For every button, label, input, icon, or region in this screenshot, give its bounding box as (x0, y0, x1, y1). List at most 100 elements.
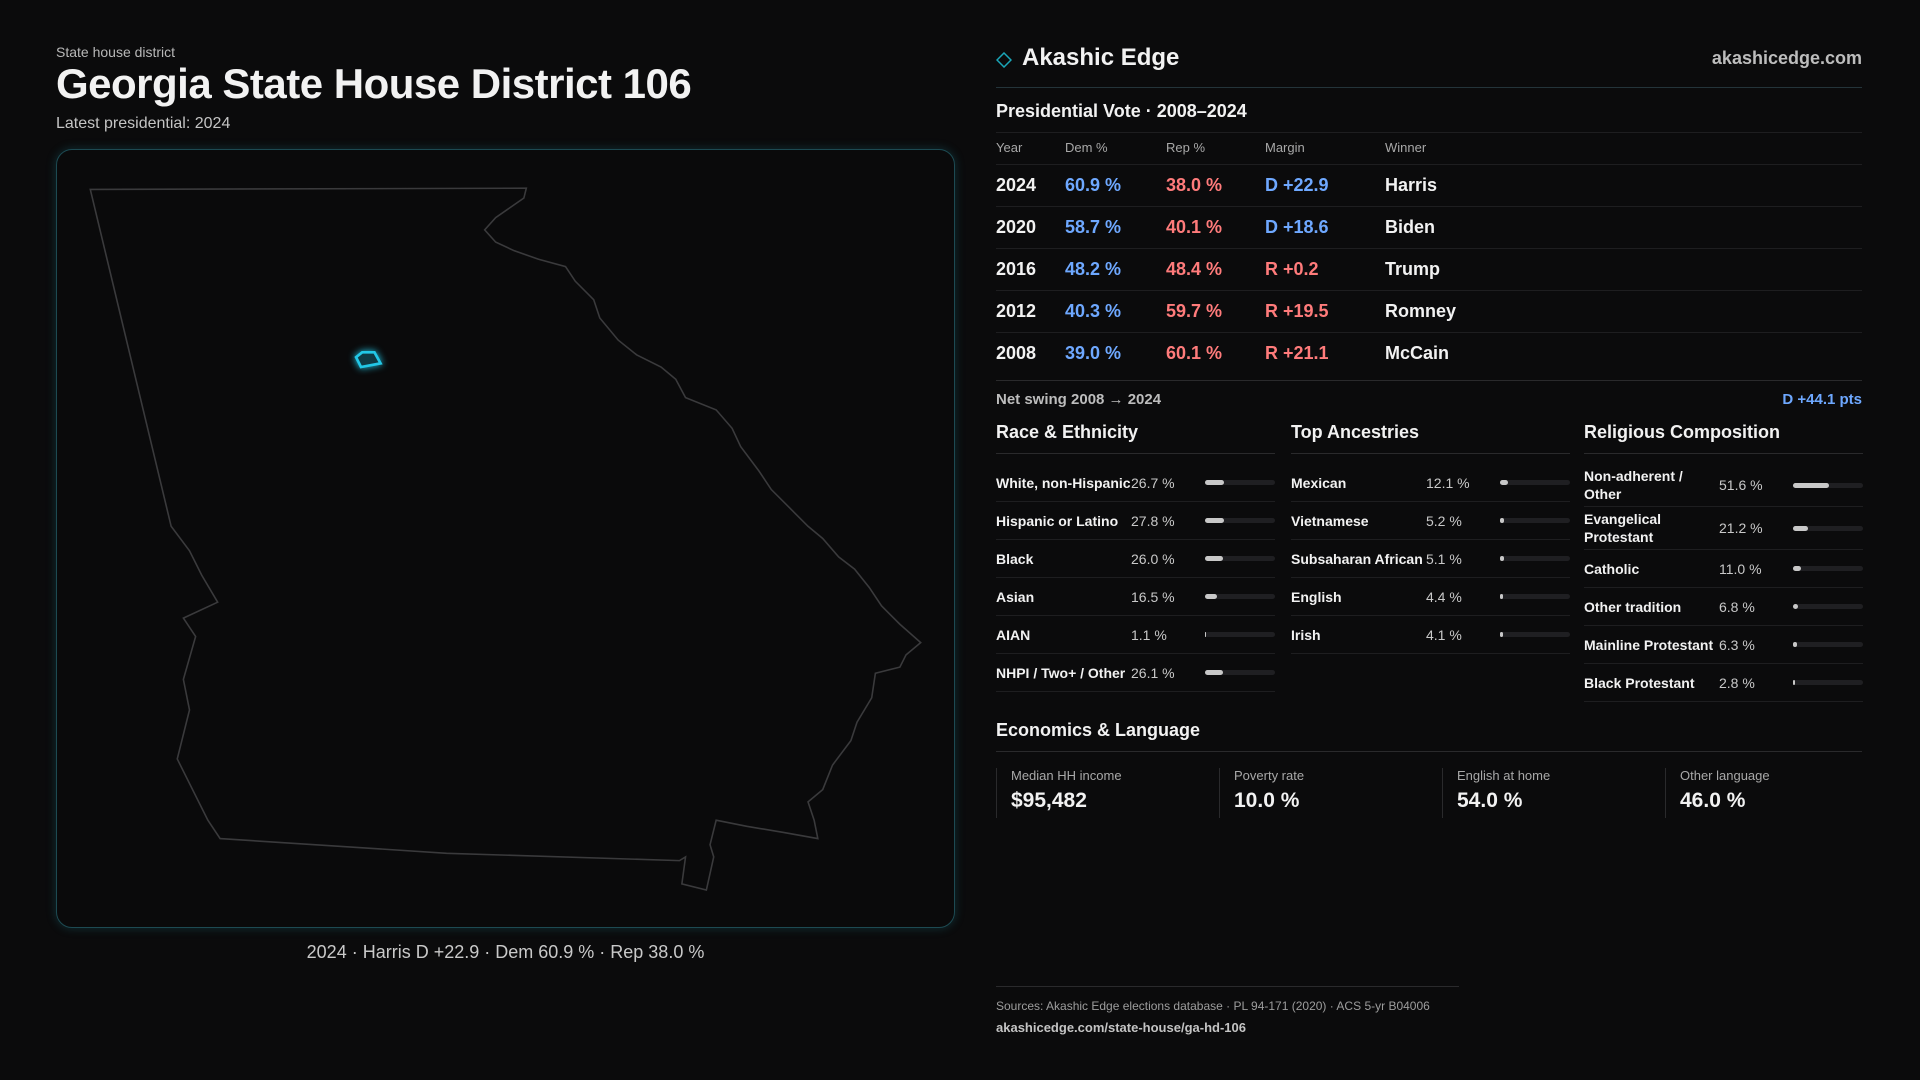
table-cell: 40.1 % (1166, 217, 1223, 237)
table-cell: 2020 (996, 217, 1037, 237)
table-header: Year Dem % Rep % Margin Winner (996, 132, 1862, 164)
district-shape (354, 350, 383, 369)
religion-column: Religious Composition Non-adherent / Othe… (1584, 422, 1863, 702)
item-label: Non-adherent / Other (1584, 468, 1683, 502)
bar-track (1500, 594, 1570, 599)
item-label: English (1291, 588, 1342, 605)
table-cell: Harris (1385, 175, 1438, 195)
bar (1500, 632, 1503, 637)
table-cell: Trump (1385, 259, 1441, 279)
item-value: 26.0 % (1131, 550, 1175, 567)
stat-card: Other language 46.0 % (1665, 768, 1880, 818)
table-cell: 2012 (996, 301, 1037, 321)
bar (1793, 604, 1798, 609)
list-row: White, non-Hispanic 26.7 % (996, 464, 1275, 502)
bar-track (1205, 556, 1275, 561)
bar-track (1205, 480, 1275, 485)
map (89, 187, 922, 891)
item-value: 4.4 % (1426, 588, 1462, 605)
bar (1205, 594, 1217, 599)
item-label: Other tradition (1584, 598, 1682, 615)
bar-track (1500, 556, 1570, 561)
table-cell: 39.0 % (1065, 343, 1122, 363)
stat-value: 46.0 % (1680, 789, 1746, 812)
item-label: Vietnamese (1291, 512, 1369, 529)
stat-label: English at home (1457, 768, 1551, 783)
vote-table: Year Dem % Rep % Margin Winner 2024 60.9 % 38.0… (996, 132, 1862, 374)
item-label: AIAN (996, 626, 1031, 643)
list-row: English 4.4 % (1291, 578, 1570, 616)
table-cell: 60.1 % (1166, 343, 1223, 363)
list-row: NHPI / Two+ / Other 26.1 % (996, 654, 1275, 692)
table-cell: 38.0 % (1166, 175, 1223, 195)
bar (1793, 525, 1808, 531)
table-cell: 40.3 % (1065, 301, 1122, 321)
section-title: Presidential Vote · 2008–2024 (996, 101, 1247, 121)
item-value: 6.3 % (1719, 636, 1755, 653)
item-label: Black (996, 550, 1034, 567)
bar (1500, 518, 1504, 523)
bar-track (1500, 518, 1570, 523)
table-cell: McCain (1385, 343, 1450, 363)
item-label: Black Protestant (1584, 674, 1695, 691)
item-value: 11.0 % (1719, 560, 1762, 577)
table-cell: D +22.9 (1265, 175, 1329, 195)
sources: Sources: Akashic Edge elections database… (996, 999, 1430, 1013)
list-row: Vietnamese 5.2 % (1291, 502, 1570, 540)
stat-card: Poverty rate 10.0 % (1219, 768, 1434, 818)
stat-label: Median HH income (1011, 768, 1122, 783)
bar-track (1500, 632, 1570, 637)
table-cell: D +18.6 (1265, 217, 1329, 237)
stat-card: Median HH income $95,482 (996, 768, 1211, 818)
race-column: Race & Ethnicity White, non-Hispanic 26.7 … (996, 422, 1275, 692)
item-label: Mainline Protestant (1584, 636, 1714, 653)
table-cell: Biden (1385, 217, 1436, 237)
table-cell: 60.9 % (1065, 175, 1122, 195)
column-header: Dem % (1065, 140, 1108, 155)
bar (1793, 642, 1798, 647)
list-row: Evangelical Protestant 21.2 % (1584, 507, 1863, 550)
list-row: Catholic 11.0 % (1584, 550, 1863, 588)
column-header: Year (996, 140, 1023, 155)
table-cell: 2016 (996, 259, 1037, 279)
bar (1205, 670, 1224, 675)
bar-track (1793, 482, 1863, 488)
item-value: 26.1 % (1131, 664, 1175, 681)
item-label: Catholic (1584, 560, 1640, 577)
table-cell: 2024 (996, 175, 1037, 195)
item-value: 5.1 % (1426, 550, 1462, 567)
bar (1205, 518, 1225, 523)
list-row: Asian 16.5 % (996, 578, 1275, 616)
swing-label: Net swing 2008 → 2024 (996, 391, 1162, 408)
item-label: Hispanic or Latino (996, 512, 1119, 529)
bar-track (1500, 480, 1570, 485)
bar (1500, 480, 1509, 485)
item-value: 51.6 % (1719, 477, 1763, 493)
table-cell: 2008 (996, 343, 1037, 363)
stat-value: 54.0 % (1457, 789, 1523, 812)
brand-row: Akashic Edge akashicedge.com (996, 44, 1862, 88)
brand-url[interactable]: akashicedge.com (1711, 48, 1862, 68)
item-value: 4.1 % (1426, 626, 1462, 643)
item-value: 26.7 % (1131, 474, 1175, 491)
bar (1793, 482, 1830, 488)
bar (1205, 480, 1224, 485)
list-row: AIAN 1.1 % (996, 616, 1275, 654)
footer: Sources: Akashic Edge elections database… (996, 986, 1459, 1035)
bar (1500, 594, 1504, 599)
stat-label: Other language (1680, 768, 1770, 783)
list-row: Other tradition 6.8 % (1584, 588, 1863, 626)
table-row: 2016 48.2 % 48.4 % R +0.2 Trump (996, 248, 1862, 290)
table-row: 2012 40.3 % 59.7 % R +19.5 Romney (996, 290, 1862, 332)
footer-url[interactable]: akashicedge.com/state-house/ga-hd-106 (996, 1020, 1246, 1035)
table-row: 2008 39.0 % 60.1 % R +21.1 McCain (996, 332, 1862, 374)
item-label: Irish (1291, 626, 1321, 643)
item-value: 21.2 % (1719, 520, 1763, 536)
list-row: Black 26.0 % (996, 540, 1275, 578)
kicker: State house district (56, 44, 176, 60)
bar (1205, 556, 1224, 561)
item-value: 12.1 % (1426, 474, 1470, 491)
item-label: Subsaharan African (1291, 550, 1423, 567)
bar-track (1205, 632, 1275, 637)
